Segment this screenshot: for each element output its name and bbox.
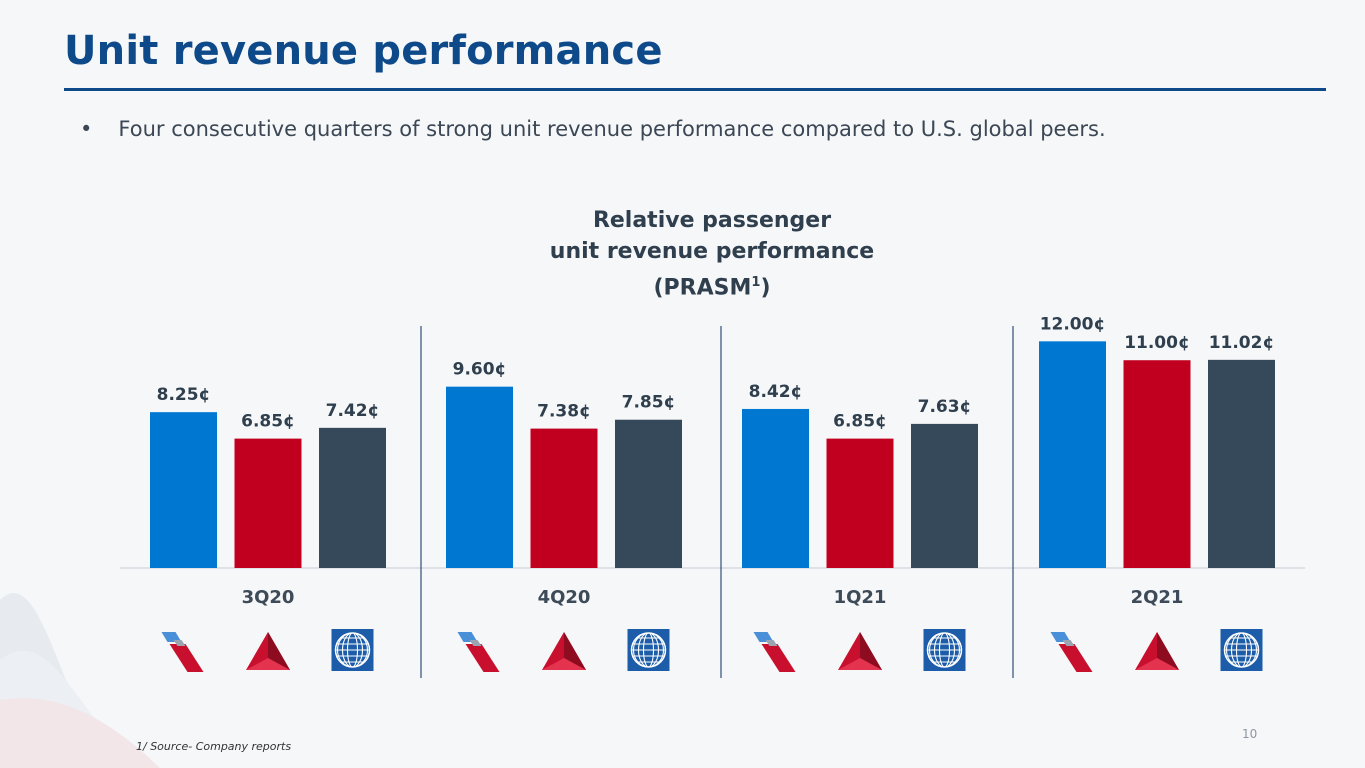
- chart-title-line-2: unit revenue performance: [549, 239, 875, 264]
- bar-value-label: 12.00¢: [1040, 314, 1106, 334]
- bar-value-label: 7.38¢: [537, 402, 591, 422]
- bar-united-2Q21: [1208, 359, 1275, 568]
- slide-title: Unit revenue performance: [64, 28, 663, 74]
- united-globe-logo-icon: [1220, 629, 1263, 671]
- bar-value-label: 8.42¢: [749, 382, 803, 402]
- bar-united-3Q20: [319, 427, 386, 568]
- bar-delta-3Q20: [234, 438, 302, 568]
- bullet-point: • Four consecutive quarters of strong un…: [80, 117, 1106, 141]
- bar-american-airlines-4Q20: [446, 386, 513, 568]
- chart-title-footnote-ref: 1: [751, 275, 761, 290]
- bar-value-label: 6.85¢: [833, 412, 887, 432]
- delta-logo-icon: [542, 632, 586, 670]
- category-label: 4Q20: [538, 587, 591, 608]
- bar-delta-4Q20: [530, 428, 598, 568]
- delta-logo-icon: [838, 632, 882, 670]
- bar-value-label: 9.60¢: [453, 360, 507, 380]
- chart-title-close-paren: ): [760, 275, 771, 301]
- bullet-text: Four consecutive quarters of strong unit…: [118, 117, 1106, 141]
- bar-value-label: 11.00¢: [1124, 333, 1190, 353]
- page-number: 10: [1242, 727, 1258, 741]
- bar-delta-1Q21: [826, 438, 894, 568]
- american-airlines-logo-icon: [1050, 632, 1093, 672]
- bar-american-airlines-3Q20: [150, 412, 217, 568]
- united-globe-logo-icon: [331, 629, 374, 671]
- chart-title-line-1: Relative passenger: [592, 208, 832, 233]
- title-underline: [64, 88, 1326, 91]
- bullet-marker: •: [80, 117, 93, 141]
- bar-united-4Q20: [615, 419, 682, 568]
- bar-value-label: 7.63¢: [918, 397, 972, 417]
- delta-logo-icon: [1135, 632, 1179, 670]
- bar-value-label: 7.85¢: [622, 393, 676, 413]
- american-airlines-logo-icon: [161, 632, 204, 672]
- bar-value-label: 8.25¢: [157, 385, 211, 405]
- chart-title-line-3: (PRASM1): [512, 267, 912, 303]
- bar-value-label: 6.85¢: [241, 412, 295, 432]
- united-globe-logo-icon: [923, 629, 966, 671]
- category-label: 1Q21: [834, 587, 887, 608]
- bar-delta-2Q21: [1123, 360, 1191, 568]
- american-airlines-logo-icon: [753, 632, 796, 672]
- bar-american-airlines-1Q21: [742, 408, 809, 568]
- chart-title: Relative passenger unit revenue performa…: [512, 205, 912, 303]
- delta-logo-icon: [246, 632, 290, 670]
- bar-american-airlines-2Q21: [1039, 341, 1106, 568]
- bar-value-label: 7.42¢: [326, 401, 380, 421]
- category-label: 2Q21: [1131, 587, 1184, 608]
- united-globe-logo-icon: [627, 629, 670, 671]
- bar-united-1Q21: [911, 423, 978, 568]
- footnote: 1/ Source- Company reports: [136, 740, 292, 753]
- american-airlines-logo-icon: [457, 632, 500, 672]
- bar-value-label: 11.02¢: [1209, 333, 1275, 353]
- chart-title-prasm: (PRASM: [653, 275, 752, 301]
- category-label: 3Q20: [242, 587, 295, 608]
